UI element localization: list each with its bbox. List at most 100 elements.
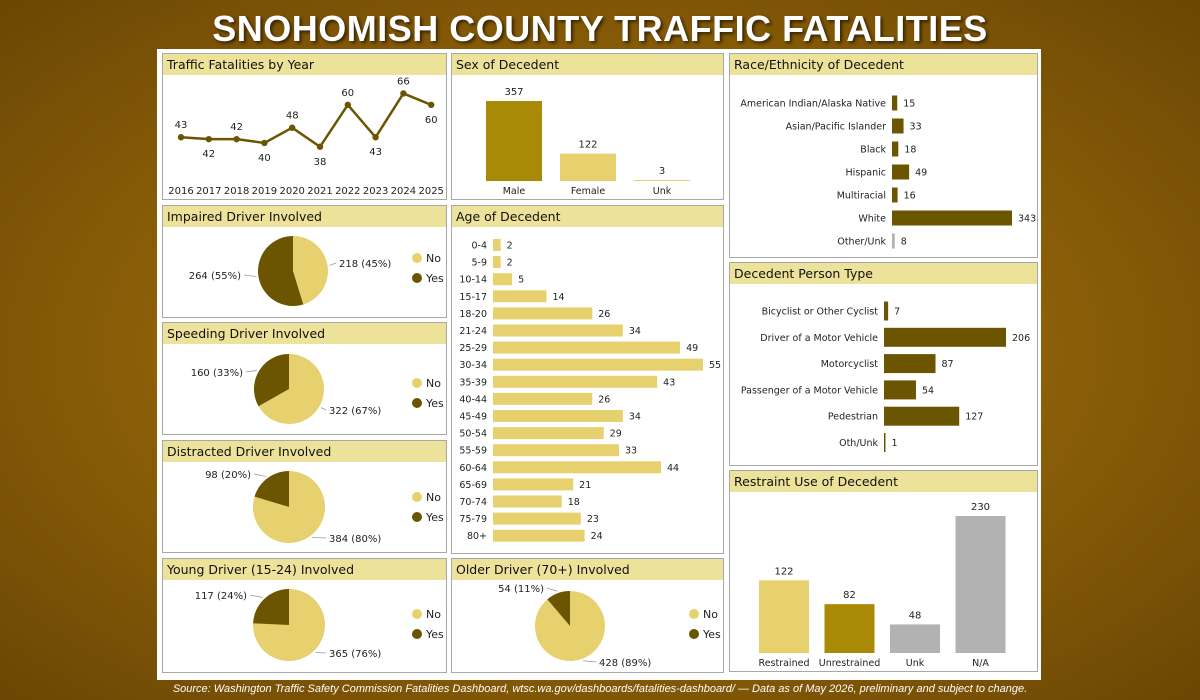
pie-leader-line [582,660,597,663]
line-point [177,134,185,141]
bar-value-label: 8 [901,237,907,248]
legend-marker-yes [689,629,699,639]
bar-value-label: 5 [518,275,524,286]
bar-value-label: 29 [610,429,622,440]
bar [892,233,895,249]
line-data-label: 60 [341,88,354,99]
bar-category-label: 21-24 [459,326,487,337]
bar-category-label: Black [860,145,886,156]
bar-category-label: American Indian/Alaska Native [740,99,886,110]
bar [493,444,619,457]
bar-category-label: 15-17 [459,292,487,303]
legend-marker-yes [412,512,422,522]
fatalities-line [180,91,432,149]
legend-marker-no [412,609,422,619]
bar-category-label: Male [503,186,526,197]
pie-value-label: 428 (89%) [599,658,651,669]
distracted-chart: 384 (80%) 98 (20%) No Yes [205,470,444,545]
bar [892,141,899,157]
person-type-panel: Decedent Person Type Bicyclist or Other C… [729,262,1038,466]
bar-category-label: Unk [653,186,672,197]
pie-value-label: 264 (55%) [189,271,241,282]
bar [892,164,910,180]
bar-category-label: 70-74 [459,497,487,508]
bar-value-label: 2 [507,258,513,269]
bar [493,307,593,320]
bar-value-label: 16 [904,191,916,202]
line-data-label: 66 [397,76,410,87]
source-note: Source: Washington Traffic Safety Commis… [172,683,1028,695]
bar-value-label: 14 [552,292,564,303]
legend-label: No [426,608,441,621]
bar-category-label: 5-9 [471,258,487,269]
pie-value-label: 218 (45%) [339,259,391,270]
sex-chart: 357 Male 122 Female 3 Unk [486,87,690,197]
bar [884,327,1006,347]
by-year-panel: Traffic Fatalities by Year 43 2016 42 2017 42… [162,53,447,200]
older-title: Older Driver (70+) Involved [452,559,723,580]
bar-value-label: 23 [587,514,599,525]
bar [493,239,501,251]
bar-value-label: 49 [915,168,927,179]
legend-label: Yes [425,628,444,641]
bar [493,341,681,354]
bar-category-label: 45-49 [459,412,487,423]
bar-category-label: Pedestrian [828,412,878,423]
person-type-chart: Bicyclist or Other Cyclist 7 Driver of a M… [741,301,1030,452]
line-point [289,124,296,131]
bar [892,118,904,134]
bar-category-label: Motorcyclist [821,359,879,370]
bar [493,256,501,269]
line-point [316,143,324,150]
bar-value-label: 87 [942,359,954,370]
x-tick-label: 2025 [418,186,443,197]
young-panel: Young Driver (15-24) Involved 365 (76%) 11… [162,558,447,673]
pie-leader-line [245,369,258,373]
bar-category-label: Driver of a Motor Vehicle [760,333,878,344]
x-tick-label: 2022 [335,186,360,197]
bar-category-label: 0-4 [471,241,487,252]
race-chart: American Indian/Alaska Native 15 Asian/Pac… [740,95,1036,249]
bar-value-label: 26 [598,394,610,405]
line-point [372,134,379,141]
bar [486,101,542,181]
bar-category-label: Oth/Unk [839,438,878,449]
line-data-label: 40 [258,153,271,164]
legend-label: No [426,491,441,504]
bar-category-label: 55-59 [459,446,487,457]
pie-slice-yes [547,591,570,626]
pie-leader-line [315,652,327,654]
bar [493,392,593,405]
x-tick-label: 2024 [391,186,416,197]
bar-value-label: 55 [709,360,721,371]
legend-marker-yes [412,273,422,283]
bar [493,273,513,286]
bar [493,324,623,337]
x-tick-label: 2021 [307,186,332,197]
bar-category-label: 10-14 [459,275,487,286]
bar-value-label: 18 [568,497,580,508]
bar [493,358,703,371]
bar-category-label: 65-69 [459,480,487,491]
legend-label: No [703,608,718,621]
bar-value-label: 44 [667,463,679,474]
person-type-title: Decedent Person Type [730,263,1037,284]
bar [884,301,889,321]
bar [493,410,623,422]
bar-value-label: 127 [965,412,983,423]
legend-marker-no [412,378,422,388]
bar-value-label: 82 [843,590,856,601]
bar-value-label: 2 [507,241,513,252]
bar [890,624,940,653]
bar-value-label: 26 [598,309,610,320]
sex-title: Sex of Decedent [452,54,723,75]
bar-value-label: 122 [578,140,597,151]
bar [493,529,585,542]
bar-category-label: 18-20 [459,309,487,320]
bar [884,406,960,426]
bar-value-label: 15 [903,99,915,110]
bar [560,153,616,181]
young-title: Young Driver (15-24) Involved [163,559,446,580]
impaired-title: Impaired Driver Involved [163,206,446,227]
bar [493,495,562,508]
